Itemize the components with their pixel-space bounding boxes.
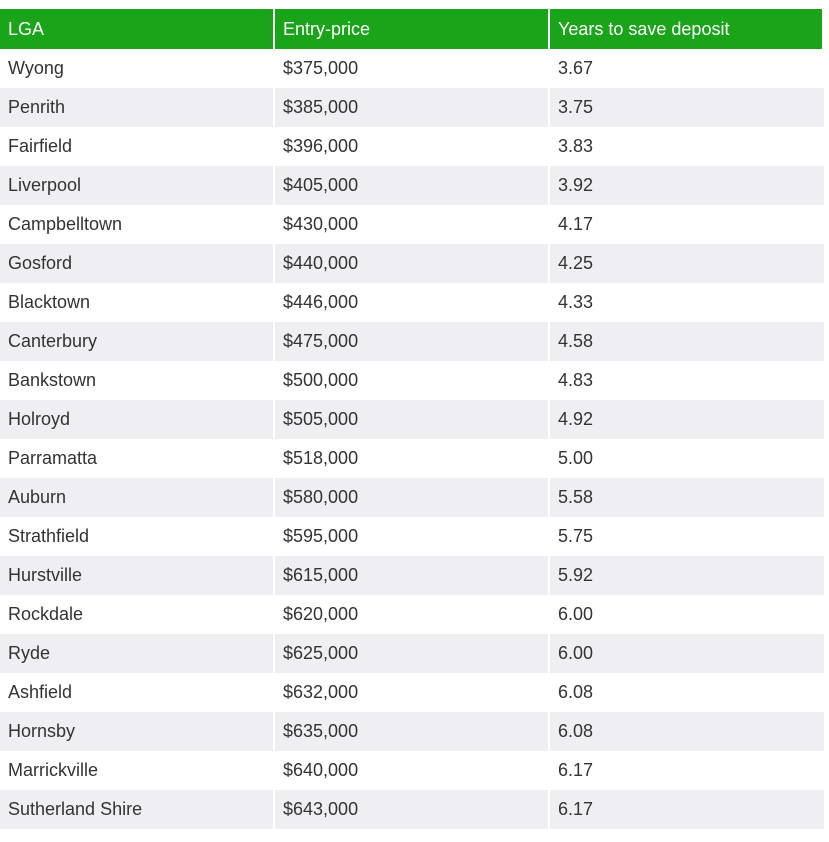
table-body: Wyong $375,000 3.67 Penrith $385,000 3.75 Fair…	[0, 49, 824, 829]
table-row: Rockdale $620,000 6.00	[0, 595, 824, 634]
cell-years: 6.17	[550, 790, 824, 829]
cell-lga: Bankstown	[0, 361, 275, 400]
table-row: Ashfield $632,000 6.08	[0, 673, 824, 712]
cell-years: 3.75	[550, 88, 824, 127]
cell-entry-price: $625,000	[275, 634, 550, 673]
cell-entry-price: $580,000	[275, 478, 550, 517]
cell-lga: Hurstville	[0, 556, 275, 595]
cell-years: 4.33	[550, 283, 824, 322]
table-row: Sutherland Shire $643,000 6.17	[0, 790, 824, 829]
cell-lga: Parramatta	[0, 439, 275, 478]
cell-years: 3.92	[550, 166, 824, 205]
cell-years: 4.17	[550, 205, 824, 244]
cell-entry-price: $405,000	[275, 166, 550, 205]
cell-entry-price: $643,000	[275, 790, 550, 829]
header-entry-price[interactable]: Entry-price	[275, 9, 550, 49]
cell-entry-price: $385,000	[275, 88, 550, 127]
cell-lga: Rockdale	[0, 595, 275, 634]
cell-years: 4.25	[550, 244, 824, 283]
cell-entry-price: $475,000	[275, 322, 550, 361]
cell-lga: Fairfield	[0, 127, 275, 166]
cell-years: 3.67	[550, 49, 824, 88]
cell-lga: Blacktown	[0, 283, 275, 322]
cell-years: 4.58	[550, 322, 824, 361]
table-row: Marrickville $640,000 6.17	[0, 751, 824, 790]
cell-entry-price: $505,000	[275, 400, 550, 439]
cell-entry-price: $615,000	[275, 556, 550, 595]
cell-entry-price: $396,000	[275, 127, 550, 166]
lga-price-table: LGA Entry-price Years to save deposit Wy…	[0, 9, 824, 829]
cell-entry-price: $632,000	[275, 673, 550, 712]
cell-lga: Strathfield	[0, 517, 275, 556]
cell-entry-price: $440,000	[275, 244, 550, 283]
table-row: Canterbury $475,000 4.58	[0, 322, 824, 361]
cell-years: 3.83	[550, 127, 824, 166]
cell-lga: Ryde	[0, 634, 275, 673]
cell-years: 6.00	[550, 595, 824, 634]
table-row: Ryde $625,000 6.00	[0, 634, 824, 673]
cell-entry-price: $640,000	[275, 751, 550, 790]
cell-lga: Holroyd	[0, 400, 275, 439]
cell-years: 6.08	[550, 712, 824, 751]
header-years-to-save[interactable]: Years to save deposit	[550, 9, 824, 49]
cell-years: 6.08	[550, 673, 824, 712]
table-row: Fairfield $396,000 3.83	[0, 127, 824, 166]
cell-years: 5.75	[550, 517, 824, 556]
table-row: Campbelltown $430,000 4.17	[0, 205, 824, 244]
cell-lga: Liverpool	[0, 166, 275, 205]
cell-entry-price: $635,000	[275, 712, 550, 751]
table-row: Blacktown $446,000 4.33	[0, 283, 824, 322]
table-row: Gosford $440,000 4.25	[0, 244, 824, 283]
table-row: Hurstville $615,000 5.92	[0, 556, 824, 595]
cell-entry-price: $446,000	[275, 283, 550, 322]
cell-years: 6.17	[550, 751, 824, 790]
cell-years: 5.58	[550, 478, 824, 517]
table-row: Liverpool $405,000 3.92	[0, 166, 824, 205]
cell-years: 4.92	[550, 400, 824, 439]
cell-entry-price: $595,000	[275, 517, 550, 556]
cell-years: 6.00	[550, 634, 824, 673]
table-row: Holroyd $505,000 4.92	[0, 400, 824, 439]
cell-lga: Ashfield	[0, 673, 275, 712]
table-row: Penrith $385,000 3.75	[0, 88, 824, 127]
table-row: Strathfield $595,000 5.75	[0, 517, 824, 556]
cell-years: 5.00	[550, 439, 824, 478]
cell-lga: Auburn	[0, 478, 275, 517]
cell-lga: Campbelltown	[0, 205, 275, 244]
cell-entry-price: $500,000	[275, 361, 550, 400]
table-row: Wyong $375,000 3.67	[0, 49, 824, 88]
table-row: Auburn $580,000 5.58	[0, 478, 824, 517]
cell-entry-price: $518,000	[275, 439, 550, 478]
table-row: Parramatta $518,000 5.00	[0, 439, 824, 478]
cell-years: 4.83	[550, 361, 824, 400]
cell-years: 5.92	[550, 556, 824, 595]
cell-lga: Canterbury	[0, 322, 275, 361]
cell-lga: Sutherland Shire	[0, 790, 275, 829]
cell-entry-price: $620,000	[275, 595, 550, 634]
cell-lga: Gosford	[0, 244, 275, 283]
table-row: Bankstown $500,000 4.83	[0, 361, 824, 400]
cell-entry-price: $375,000	[275, 49, 550, 88]
cell-lga: Hornsby	[0, 712, 275, 751]
cell-lga: Marrickville	[0, 751, 275, 790]
table-row: Hornsby $635,000 6.08	[0, 712, 824, 751]
cell-entry-price: $430,000	[275, 205, 550, 244]
table-header-row: LGA Entry-price Years to save deposit	[0, 9, 824, 49]
cell-lga: Penrith	[0, 88, 275, 127]
header-lga[interactable]: LGA	[0, 9, 275, 49]
cell-lga: Wyong	[0, 49, 275, 88]
